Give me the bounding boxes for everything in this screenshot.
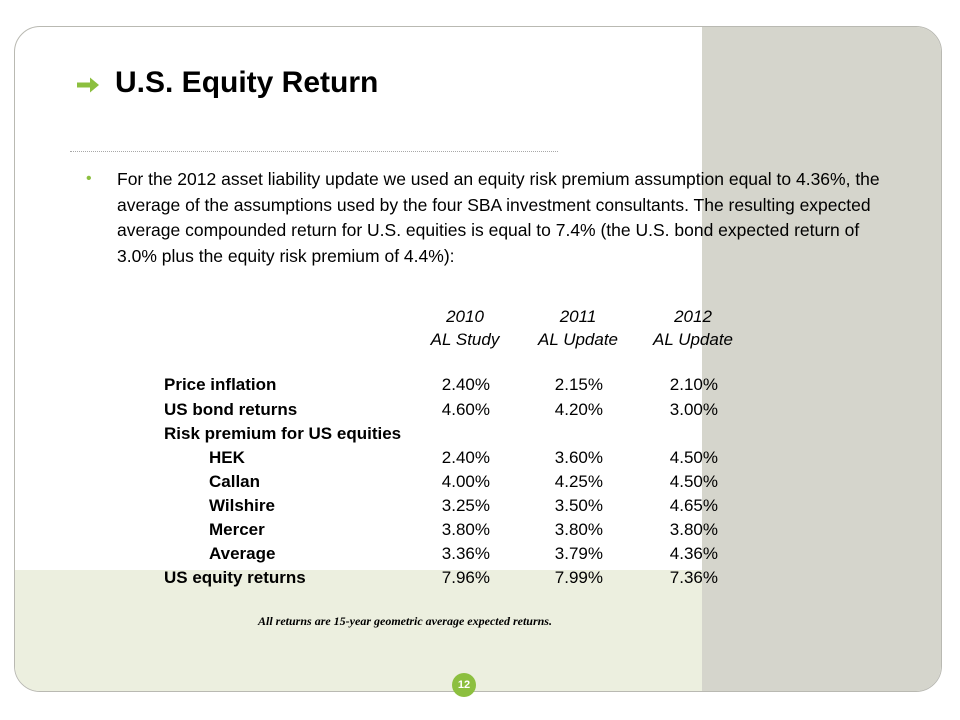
column-header-year: 2011	[559, 307, 597, 326]
table-cell: 2.40%	[441, 448, 490, 467]
column-header-year: 2012	[674, 307, 712, 326]
table-cell: 4.00%	[441, 472, 490, 491]
row-label-us-equity-returns: US equity returns	[164, 568, 306, 587]
table-cell: 4.50%	[669, 448, 718, 467]
row-label-average: Average	[209, 544, 276, 563]
table-cell: 3.25%	[441, 496, 490, 515]
table-cell: 3.80%	[669, 520, 718, 539]
footnote: All returns are 15-year geometric averag…	[258, 614, 552, 628]
slide-frame	[14, 26, 942, 692]
table-cell: 3.80%	[554, 520, 603, 539]
table-cell: 4.20%	[554, 400, 603, 419]
row-label-mercer: Mercer	[209, 520, 265, 539]
table-cell: 3.79%	[554, 544, 603, 563]
table-cell: 7.96%	[441, 568, 490, 587]
bottom-band	[15, 570, 702, 691]
table-cell: 3.60%	[554, 448, 603, 467]
right-side-panel	[702, 27, 941, 691]
column-header-2012: 2012 AL Update	[628, 305, 758, 351]
column-header-label: AL Study	[430, 330, 500, 349]
column-header-2011: 2011 AL Update	[513, 305, 643, 351]
table-cell: 3.80%	[441, 520, 490, 539]
page-number-badge: 12	[452, 673, 476, 697]
table-cell: 4.65%	[669, 496, 718, 515]
column-header-label: AL Update	[652, 330, 734, 349]
table-cell: 4.60%	[441, 400, 490, 419]
row-label-risk-premium: Risk premium for US equities	[164, 424, 402, 443]
title-divider	[70, 151, 558, 152]
table-cell: 7.99%	[554, 568, 603, 587]
bullet-marker: •	[86, 170, 92, 187]
row-label-us-bond-returns: US bond returns	[164, 400, 298, 419]
table-cell: 2.15%	[554, 375, 603, 394]
bullet-text: For the 2012 asset liability update we u…	[117, 169, 880, 266]
row-label-callan: Callan	[209, 472, 261, 491]
row-label-wilshire: Wilshire	[209, 496, 275, 515]
row-label-hek: HEK	[209, 448, 245, 467]
column-header-year: 2010	[446, 307, 484, 326]
table-cell: 2.40%	[441, 375, 490, 394]
table-cell: 3.00%	[669, 400, 718, 419]
table-cell: 4.50%	[669, 472, 718, 491]
table-cell: 4.36%	[669, 544, 718, 563]
arrow-right-icon	[77, 77, 99, 93]
slide-title: U.S. Equity Return	[115, 66, 379, 99]
table-cell: 3.36%	[441, 544, 490, 563]
row-label-price-inflation: Price inflation	[164, 375, 277, 394]
table-cell: 3.50%	[554, 496, 603, 515]
table-cell: 7.36%	[669, 568, 718, 587]
column-header-label: AL Update	[537, 330, 619, 349]
table-cell: 4.25%	[554, 472, 603, 491]
table-cell: 2.10%	[669, 375, 718, 394]
column-header-2010: 2010 AL Study	[400, 305, 530, 351]
